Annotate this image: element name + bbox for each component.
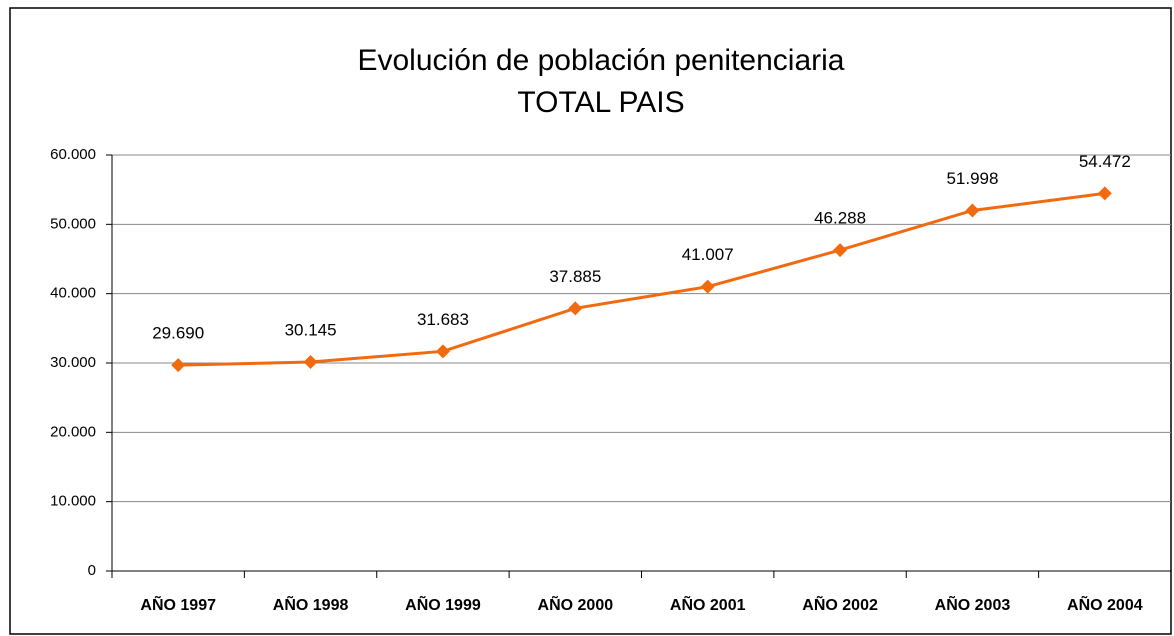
chart-subtitle: TOTAL PAIS xyxy=(517,86,684,119)
data-label: 31.683 xyxy=(417,310,469,329)
data-label: 29.690 xyxy=(152,324,204,343)
point-marker xyxy=(965,203,980,218)
point-marker xyxy=(435,344,450,359)
y-tick-label: 0 xyxy=(88,562,96,579)
point-marker xyxy=(833,243,848,258)
point-marker xyxy=(1097,186,1112,201)
y-tick-label: 10.000 xyxy=(50,493,96,510)
y-tick-label: 20.000 xyxy=(50,423,96,440)
y-tick-label: 50.000 xyxy=(50,215,96,232)
x-tick-label: AÑO 1999 xyxy=(405,594,481,614)
data-label: 51.998 xyxy=(946,169,998,188)
chart-border xyxy=(9,7,1172,635)
data-label: 54.472 xyxy=(1079,152,1131,171)
x-tick-label: AÑO 2000 xyxy=(538,594,614,614)
data-label: 37.885 xyxy=(549,267,601,286)
x-tick-label: AÑO 1997 xyxy=(140,594,216,614)
x-tick-label: AÑO 2001 xyxy=(670,594,746,614)
point-marker xyxy=(700,279,715,294)
x-tick-label: AÑO 2002 xyxy=(802,594,878,614)
point-marker xyxy=(171,358,186,373)
x-tick-label: AÑO 1998 xyxy=(273,594,349,614)
y-tick-label: 40.000 xyxy=(50,285,96,302)
data-label: 46.288 xyxy=(814,209,866,228)
point-marker xyxy=(303,354,318,369)
data-label: 30.145 xyxy=(285,320,337,339)
series-line xyxy=(178,191,1106,367)
y-tick-label: 60.000 xyxy=(50,146,96,163)
x-tick-label: AÑO 2003 xyxy=(935,594,1011,614)
y-tick-label: 30.000 xyxy=(50,354,96,371)
data-label: 41.007 xyxy=(682,245,734,264)
x-tick-label: AÑO 2004 xyxy=(1067,594,1143,614)
chart-title: Evolución de población penitenciaria xyxy=(357,44,844,77)
point-marker xyxy=(568,301,583,316)
